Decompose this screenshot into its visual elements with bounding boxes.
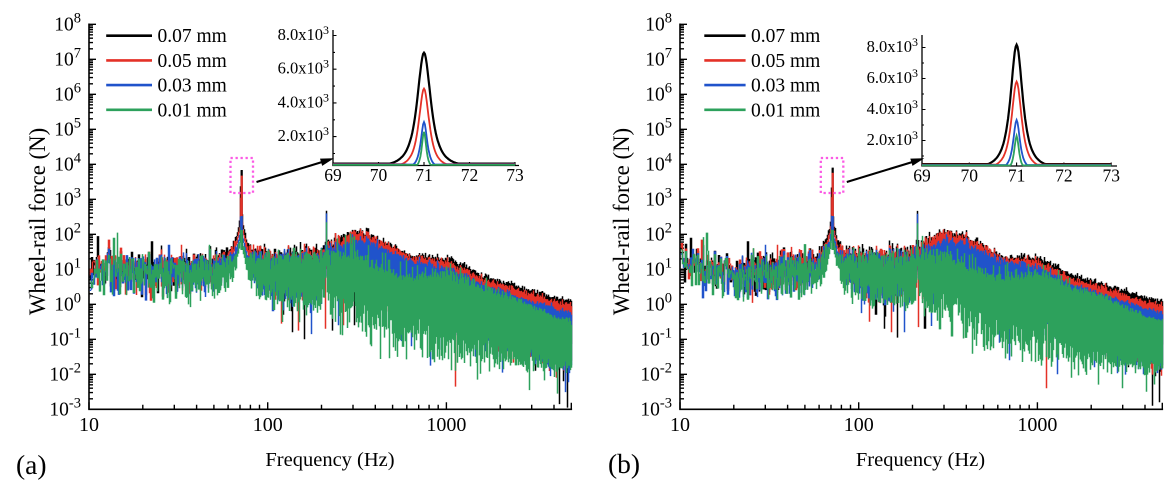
svg-text:6.0x103: 6.0x103 (278, 57, 329, 78)
svg-text:73: 73 (1102, 166, 1120, 186)
svg-text:71: 71 (415, 165, 433, 185)
svg-text:Frequency (Hz): Frequency (Hz) (856, 449, 985, 471)
svg-text:0.05 mm: 0.05 mm (158, 51, 227, 72)
svg-text:0.01 mm: 0.01 mm (751, 100, 820, 121)
svg-text:8.0x103: 8.0x103 (278, 23, 329, 44)
svg-text:2.0x103: 2.0x103 (278, 124, 329, 145)
svg-text:0.07 mm: 0.07 mm (751, 26, 820, 47)
svg-text:69: 69 (913, 166, 931, 186)
svg-text:70: 70 (370, 165, 388, 185)
svg-text:1000: 1000 (426, 414, 466, 436)
svg-text:Wheel-rail force (N): Wheel-rail force (N) (609, 128, 634, 315)
svg-text:4.0x103: 4.0x103 (278, 90, 329, 111)
svg-text:72: 72 (1055, 166, 1073, 186)
svg-text:69: 69 (324, 165, 342, 185)
svg-text:0.03 mm: 0.03 mm (158, 76, 227, 97)
svg-text:100: 100 (844, 414, 874, 436)
svg-text:10-2: 10-2 (49, 360, 81, 385)
svg-text:72: 72 (461, 165, 479, 185)
svg-text:70: 70 (961, 166, 979, 186)
svg-text:4.0x103: 4.0x103 (867, 97, 918, 118)
svg-text:73: 73 (506, 165, 524, 185)
svg-text:6.0x103: 6.0x103 (867, 66, 918, 87)
svg-text:100: 100 (253, 414, 283, 436)
svg-text:0.01 mm: 0.01 mm (158, 100, 227, 121)
svg-text:Frequency (Hz): Frequency (Hz) (265, 449, 394, 471)
svg-text:10: 10 (670, 414, 690, 436)
svg-text:1000: 1000 (1017, 414, 1057, 436)
svg-text:0.05 mm: 0.05 mm (751, 51, 820, 72)
svg-text:2.0x103: 2.0x103 (867, 128, 918, 149)
svg-text:10-3: 10-3 (49, 395, 81, 420)
svg-text:0.03 mm: 0.03 mm (751, 76, 820, 97)
svg-text:(a): (a) (16, 449, 47, 480)
svg-text:0.07 mm: 0.07 mm (158, 26, 227, 47)
svg-text:71: 71 (1008, 166, 1026, 186)
svg-text:8.0x103: 8.0x103 (867, 35, 918, 56)
svg-text:Wheel-rail force (N): Wheel-rail force (N) (25, 128, 50, 315)
svg-text:(b): (b) (608, 448, 640, 479)
svg-text:10: 10 (79, 414, 99, 436)
